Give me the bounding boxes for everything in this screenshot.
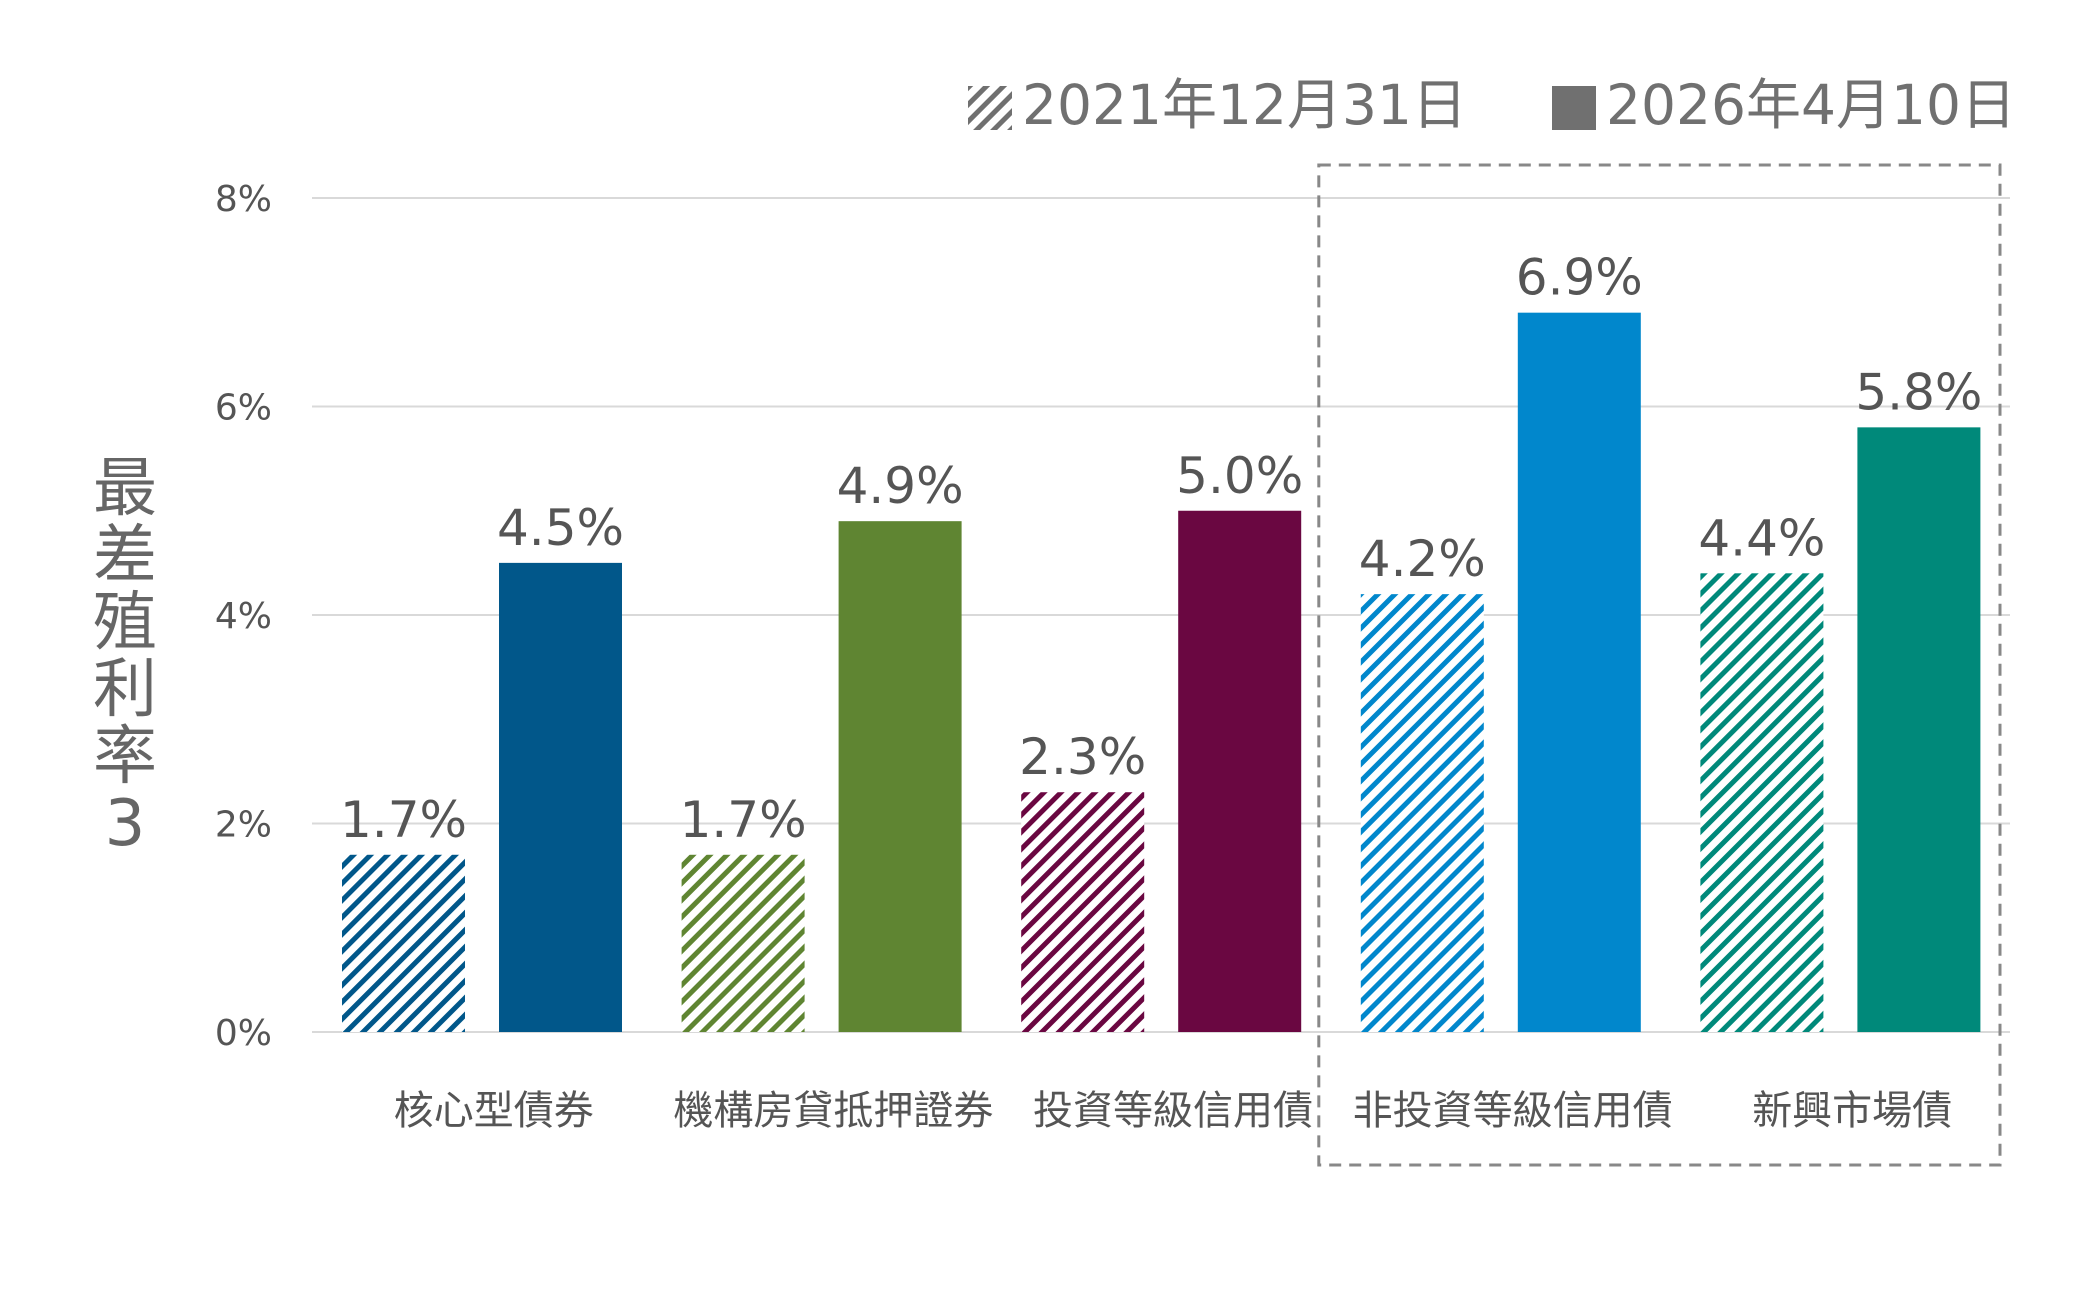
y-axis-label-char: 利 <box>93 653 157 727</box>
bar-solid-4 <box>1857 427 1981 1033</box>
category-label: 機構房貸抵押證券 <box>673 1088 993 1134</box>
value-label: 5.0% <box>1176 447 1303 505</box>
value-label: 4.9% <box>837 457 964 515</box>
category-label: 投資等級信用債 <box>1033 1088 1313 1134</box>
legend-label-hatched: 2021年12月31日 <box>1022 73 1467 137</box>
bar-hatched-1 <box>681 854 805 1032</box>
y-tick-label: 2% <box>215 805 272 846</box>
value-label: 1.7% <box>680 791 807 849</box>
y-axis-label-char: 3 <box>105 787 146 861</box>
value-label: 4.2% <box>1359 530 1486 588</box>
legend-swatch-solid <box>1552 86 1596 130</box>
bar-solid-1 <box>838 521 962 1032</box>
bar-hatched-3 <box>1360 594 1484 1032</box>
highlight-box <box>1317 163 2002 1167</box>
y-tick-label: 8% <box>215 179 272 220</box>
y-axis-ticks: 0% 2% 4% 6% 8% <box>215 179 272 1054</box>
category-label: 核心型債券 <box>394 1088 594 1134</box>
y-axis-label-char: 最 <box>93 452 157 526</box>
value-label: 2.3% <box>1019 728 1146 786</box>
category-label: 新興市場債 <box>1752 1088 1952 1134</box>
bar-hatched-2 <box>1021 792 1145 1032</box>
y-axis-label-char: 差 <box>93 519 157 593</box>
value-label: 1.7% <box>340 791 467 849</box>
category-labels: 核心型債券 機構房貸抵押證券 投資等級信用債 非投資等級信用債 新興市場債 <box>394 1088 1952 1134</box>
bar-solid-0 <box>499 562 622 1032</box>
value-label: 5.8% <box>1855 363 1982 421</box>
bar-hatched-0 <box>342 854 465 1032</box>
value-label: 4.5% <box>497 499 624 557</box>
y-tick-label: 6% <box>215 388 272 429</box>
y-tick-label: 0% <box>215 1013 272 1054</box>
legend-label-solid: 2026年4月10日 <box>1606 73 2016 137</box>
bar-hatched-4 <box>1700 573 1824 1032</box>
legend-item-hatched: 2021年12月31日 <box>968 73 1467 137</box>
y-axis-label-char: 率 <box>93 720 157 794</box>
value-labels: 1.7% 4.5% 1.7% 4.9% 2.3% 5.0% 4.2% 6.9% 4.4% 5.8% <box>340 249 1982 849</box>
category-label: 非投資等級信用債 <box>1353 1088 1673 1134</box>
bar-solid-2 <box>1178 510 1302 1032</box>
value-label: 6.9% <box>1516 249 1643 307</box>
y-tick-label: 4% <box>215 596 272 637</box>
y-axis-label-char: 殖 <box>93 586 157 660</box>
bar-solid-3 <box>1517 312 1641 1032</box>
legend: 2021年12月31日 2026年4月10日 <box>968 73 2016 137</box>
legend-swatch-hatched <box>968 86 1012 130</box>
bars <box>342 312 1981 1033</box>
value-label: 4.4% <box>1698 509 1825 567</box>
legend-item-solid: 2026年4月10日 <box>1552 73 2016 137</box>
